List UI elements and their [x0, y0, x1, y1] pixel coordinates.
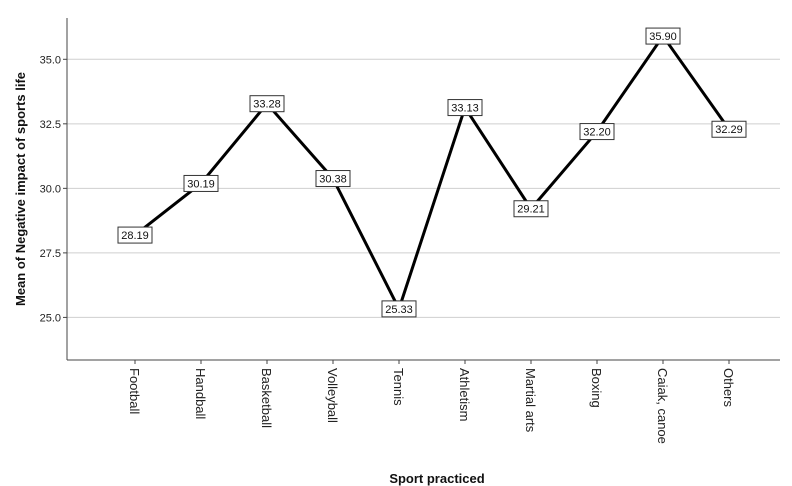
- data-label-box: [711, 120, 747, 138]
- data-label-box: [579, 123, 615, 141]
- data-labels: 28.19 30.19 33.28 30.38 25.33 33.13 29.21 32.20…: [117, 27, 747, 318]
- y-tick-label: 35.0: [40, 54, 61, 66]
- data-label-text: 29.21: [517, 204, 545, 216]
- series-line: [134, 34, 731, 311]
- data-label: 35.90: [645, 27, 681, 45]
- data-label-text: 33.13: [451, 103, 479, 115]
- data-label: 32.29: [711, 120, 747, 138]
- x-tick-label: Athletism: [457, 368, 472, 421]
- x-tick-label: Handball: [193, 368, 208, 419]
- x-axis-title: Sport practiced: [389, 471, 484, 486]
- data-label: 29.21: [513, 200, 549, 218]
- data-label: 33.13: [447, 99, 483, 117]
- x-tick-label: Boxing: [589, 368, 604, 408]
- data-label: 30.19: [183, 174, 219, 192]
- y-tick-labels: 25.0 27.5 30.0 32.5 35.0: [40, 54, 67, 324]
- y-tick-label: 27.5: [40, 248, 61, 260]
- data-label-text: 32.20: [583, 127, 611, 139]
- data-label-text: 30.19: [187, 178, 215, 190]
- x-tick-label: Others: [721, 368, 736, 408]
- data-label-box: [645, 27, 681, 45]
- data-label-text: 32.29: [715, 124, 743, 136]
- y-tick-label: 25.0: [40, 312, 61, 324]
- x-tick-label: Caiak, canoe: [655, 368, 670, 444]
- data-label-box: [447, 99, 483, 117]
- x-tick-labels: Football Handball Basketball Volleyball Tenn…: [127, 360, 736, 444]
- data-label-box: [117, 226, 153, 244]
- y-tick-label: 32.5: [40, 119, 61, 131]
- data-label: 28.19: [117, 226, 153, 244]
- axes: [66, 18, 780, 361]
- x-tick-label: Football: [127, 368, 142, 414]
- grid-lines: [67, 58, 780, 318]
- data-label-box: [315, 170, 351, 188]
- data-label-box: [183, 174, 219, 192]
- data-label-text: 30.38: [319, 174, 347, 186]
- y-axis-title: Mean of Negative impact of sports life: [13, 72, 28, 306]
- data-label-box: [249, 95, 285, 113]
- x-tick-label: Tennis: [391, 368, 406, 406]
- data-label: 30.38: [315, 170, 351, 188]
- x-tick-label: Martial arts: [523, 368, 538, 433]
- data-label-text: 35.90: [649, 31, 677, 43]
- data-label-box: [513, 200, 549, 218]
- x-tick-label: Volleyball: [325, 368, 340, 423]
- data-label-box: [381, 300, 417, 318]
- series: [134, 34, 731, 311]
- data-label-text: 33.28: [253, 99, 281, 111]
- data-label-text: 28.19: [121, 230, 149, 242]
- data-label: 25.33: [381, 300, 417, 318]
- y-tick-label: 30.0: [40, 183, 61, 195]
- x-tick-label: Basketball: [259, 368, 274, 428]
- data-label: 32.20: [579, 123, 615, 141]
- data-label: 33.28: [249, 95, 285, 113]
- data-label-text: 25.33: [385, 304, 413, 316]
